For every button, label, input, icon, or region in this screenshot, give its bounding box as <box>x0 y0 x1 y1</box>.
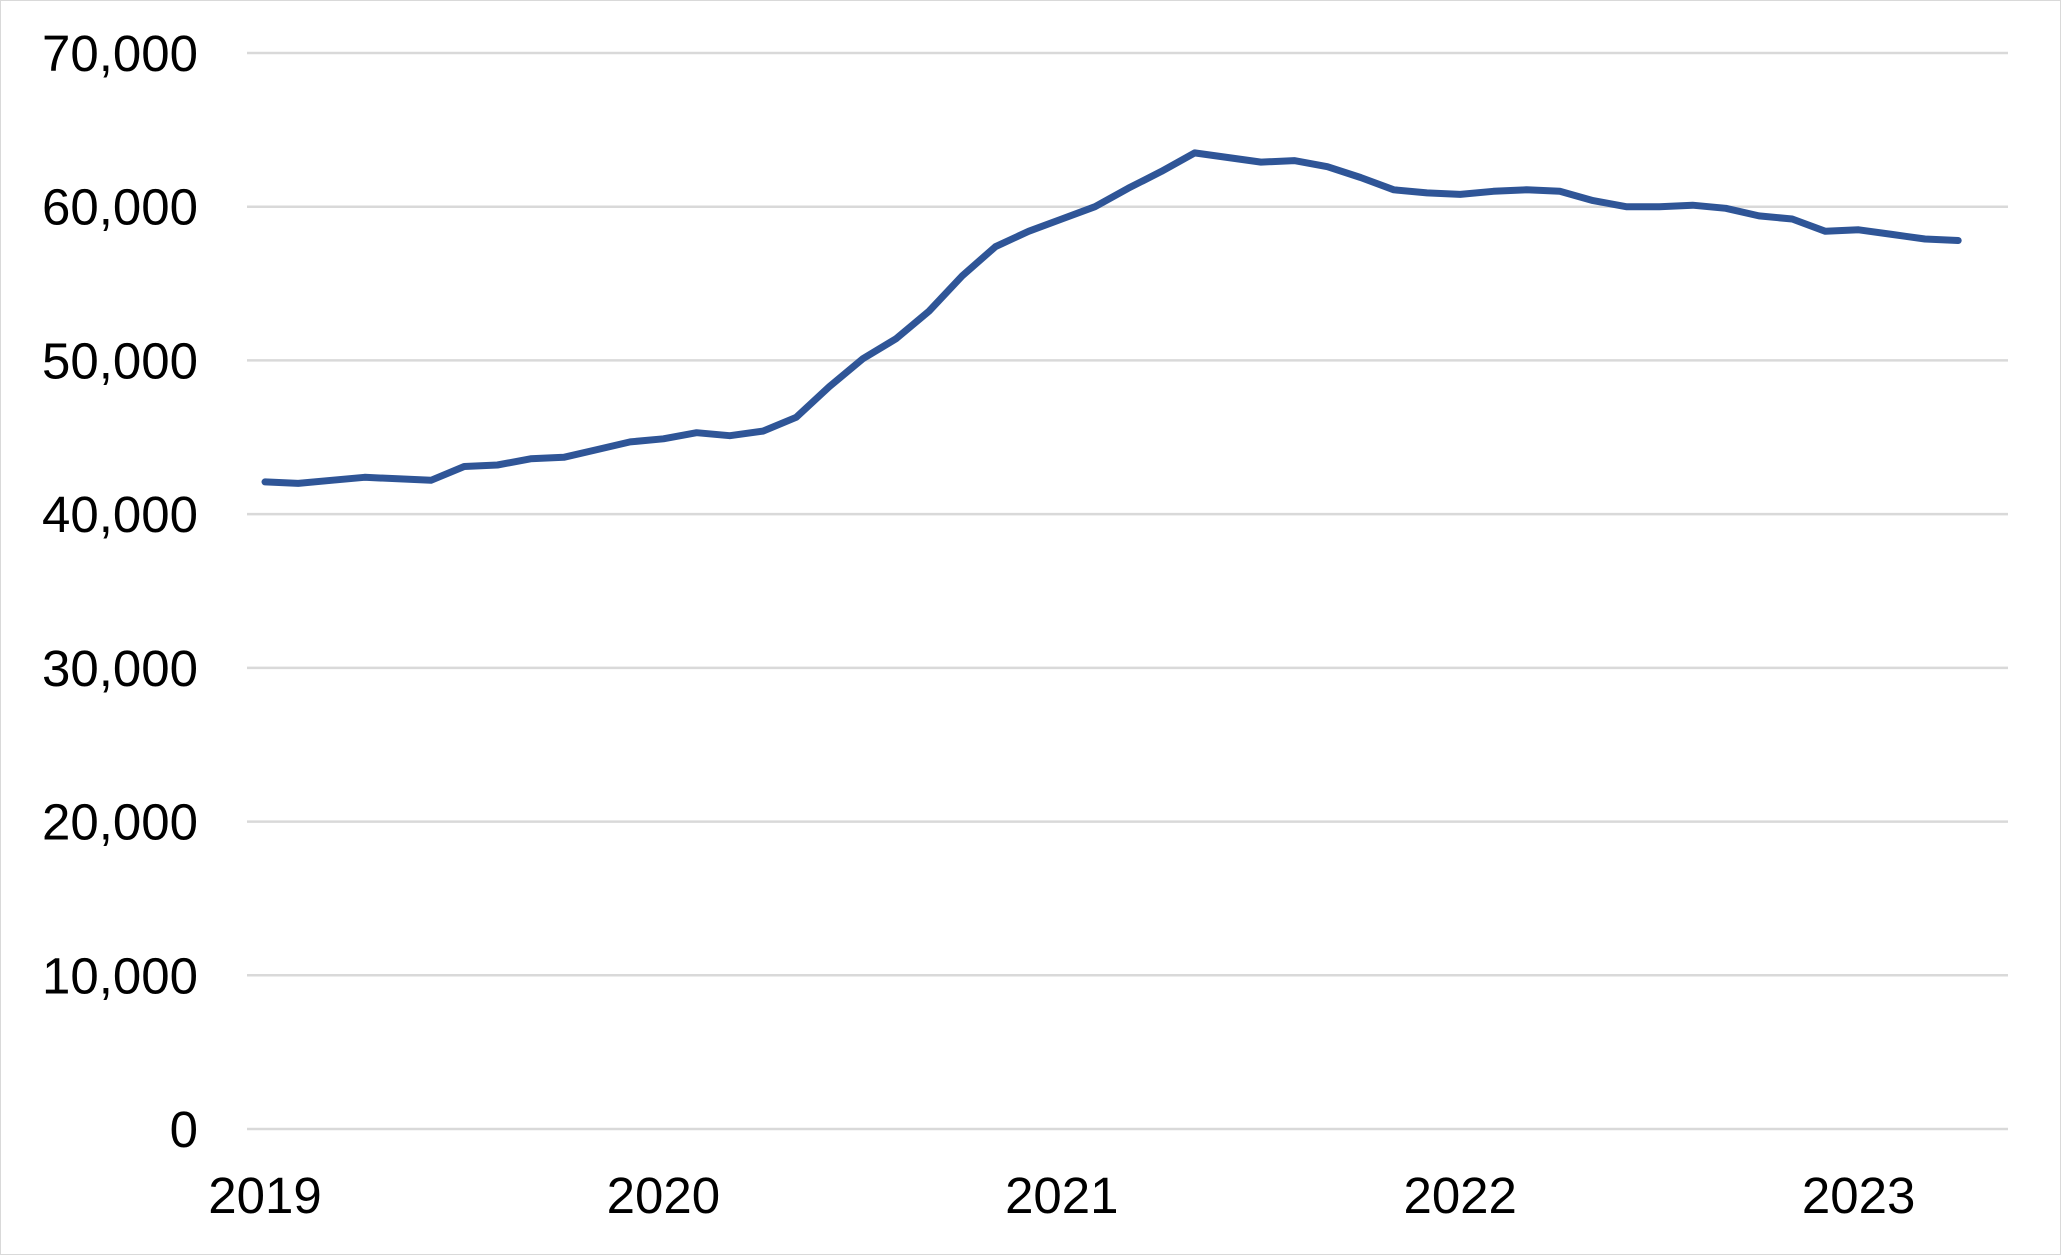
y-tick-label: 70,000 <box>42 25 198 82</box>
x-tick-label: 2022 <box>1403 1167 1516 1224</box>
y-tick-label: 60,000 <box>42 179 198 236</box>
x-tick-label: 2019 <box>208 1167 321 1224</box>
x-tick-label: 2023 <box>1802 1167 1915 1224</box>
y-tick-label: 30,000 <box>42 640 198 697</box>
y-tick-label: 40,000 <box>42 486 198 543</box>
x-tick-label: 2020 <box>607 1167 720 1224</box>
x-axis-tick-labels: 2019 2020 2021 2022 2023 <box>208 1167 1915 1224</box>
series-layer <box>261 149 1962 487</box>
series-line-0 <box>261 149 1962 487</box>
x-tick-label: 2021 <box>1005 1167 1118 1224</box>
y-tick-label: 10,000 <box>42 947 198 1004</box>
y-tick-label: 0 <box>170 1101 198 1158</box>
y-axis-tick-labels: 0 10,000 20,000 30,000 40,000 50,000 60,000 70,… <box>42 25 198 1158</box>
y-tick-label: 50,000 <box>42 332 198 389</box>
y-tick-label: 20,000 <box>42 794 198 851</box>
